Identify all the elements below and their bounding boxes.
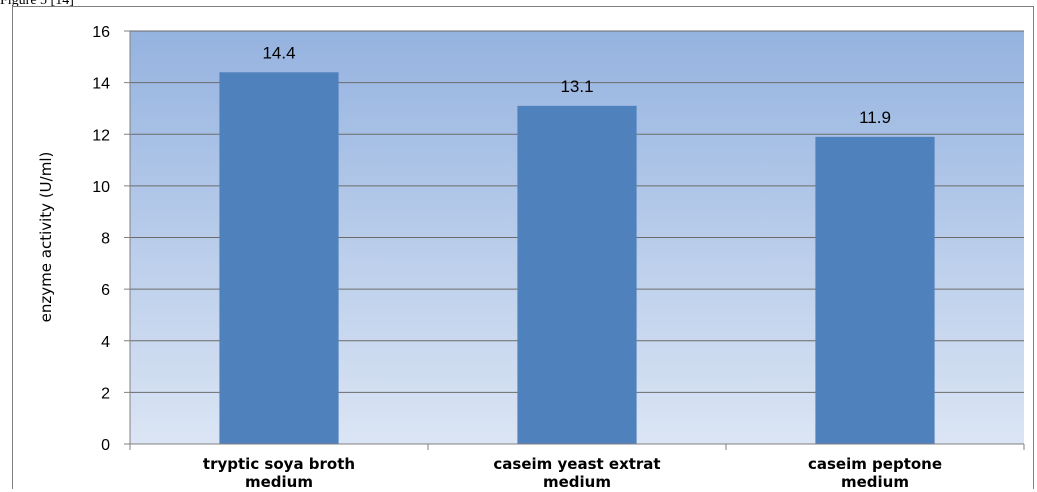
category-label-0-line-0: tryptic soya broth <box>203 455 355 473</box>
axes <box>124 30 1025 450</box>
bar-0 <box>219 72 339 445</box>
y-tick-label-4: 4 <box>101 334 110 351</box>
category-label-2-line-0: caseim peptone <box>808 455 942 473</box>
data-label-0: 14.4 <box>262 43 295 62</box>
y-tick-label-10: 10 <box>92 179 110 196</box>
bar-2 <box>815 136 935 445</box>
y-tick-label-0: 0 <box>101 437 110 454</box>
y-tick-label-6: 6 <box>101 282 110 299</box>
category-label-2: caseim peptone medium <box>808 455 942 491</box>
y-tick-labels: 0 2 4 6 8 10 12 14 16 <box>92 24 110 454</box>
data-labels: 14.4 13.1 11.9 <box>262 43 890 127</box>
y-tick-label-2: 2 <box>101 385 110 402</box>
bars <box>219 72 935 445</box>
figure-caption: Figure 5 [14] <box>0 0 74 8</box>
chart-frame <box>12 6 1034 489</box>
data-label-1: 13.1 <box>560 77 593 96</box>
y-tick-label-8: 8 <box>101 231 110 248</box>
category-label-2-line-1: medium <box>841 473 909 491</box>
category-label-1-line-0: caseim yeast extrat <box>493 455 660 473</box>
bar-1 <box>517 105 637 444</box>
y-tick-label-12: 12 <box>92 127 110 144</box>
y-tick-label-16: 16 <box>92 24 110 41</box>
category-label-0-line-1: medium <box>245 473 313 491</box>
data-label-2: 11.9 <box>859 108 891 127</box>
category-label-0: tryptic soya broth medium <box>203 455 355 491</box>
category-label-1-line-1: medium <box>543 473 611 491</box>
y-tick-label-14: 14 <box>92 76 110 93</box>
category-label-1: caseim yeast extrat medium <box>493 455 660 491</box>
y-axis-title: enzyme activity (U/ml) <box>37 152 55 323</box>
